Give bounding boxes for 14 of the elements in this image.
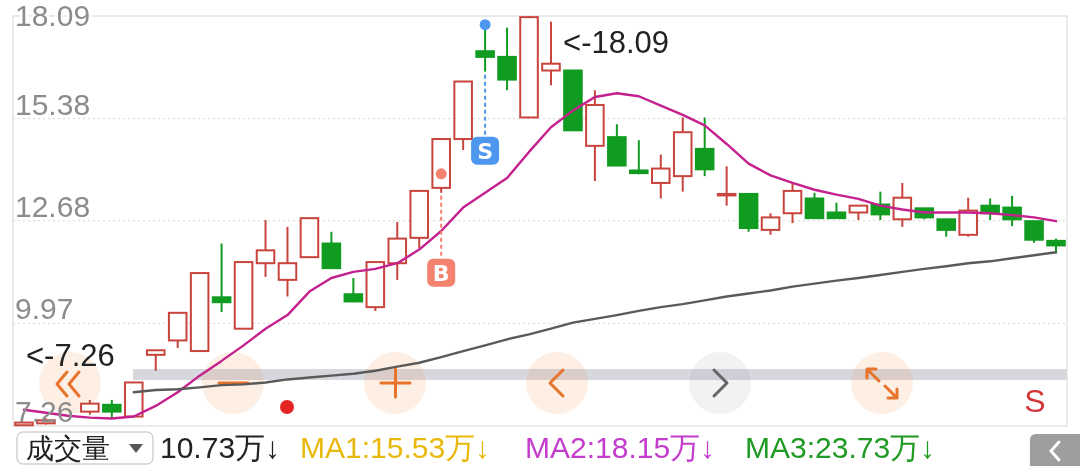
y-tick-label: 9.97	[15, 292, 74, 326]
y-tick-label: 15.38	[15, 87, 91, 121]
y-tick-label: 12.68	[15, 189, 91, 223]
annotation: S	[477, 138, 494, 164]
text: MA3:23.73万↓	[745, 431, 936, 464]
annotation: <-18.09	[563, 25, 670, 60]
annotation: B	[432, 260, 450, 286]
text: MA2:18.15万↓	[525, 431, 716, 464]
annotation: <-7.26	[25, 338, 115, 373]
text: MA1:15.53万↓	[300, 431, 491, 464]
y-tick-label: 18.09	[15, 0, 91, 32]
annotation: S	[1024, 383, 1046, 419]
text: 10.73万↓	[160, 431, 281, 464]
text: 成交量	[26, 433, 110, 464]
